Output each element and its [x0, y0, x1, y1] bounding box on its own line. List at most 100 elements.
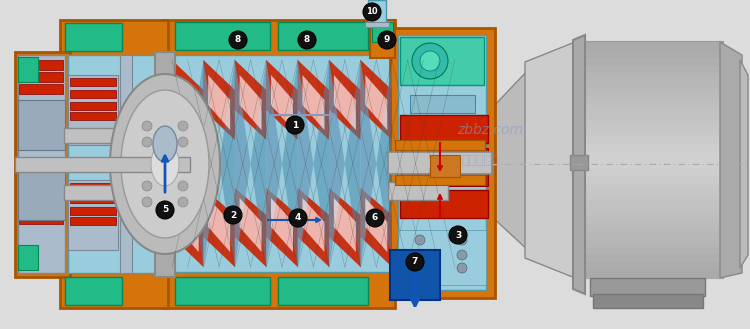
Bar — [18, 170, 65, 220]
Bar — [368, 0, 386, 25]
Circle shape — [142, 121, 152, 131]
Bar — [70, 112, 116, 120]
Circle shape — [224, 206, 242, 224]
Polygon shape — [251, 164, 266, 267]
Bar — [575, 262, 723, 271]
Circle shape — [142, 181, 152, 191]
Polygon shape — [282, 60, 298, 164]
Polygon shape — [376, 164, 392, 267]
Circle shape — [229, 31, 247, 49]
Polygon shape — [361, 188, 392, 267]
Bar — [400, 37, 484, 85]
Text: zbbz.com: zbbz.com — [457, 123, 523, 137]
Polygon shape — [329, 188, 361, 267]
Text: 7: 7 — [412, 258, 419, 266]
Circle shape — [178, 181, 188, 191]
Polygon shape — [490, 68, 530, 252]
Circle shape — [457, 250, 467, 260]
Polygon shape — [302, 198, 325, 252]
Text: 8: 8 — [235, 36, 242, 44]
Circle shape — [420, 51, 440, 71]
Polygon shape — [345, 60, 361, 164]
Text: 2: 2 — [230, 211, 236, 219]
Polygon shape — [219, 164, 235, 267]
Polygon shape — [740, 60, 748, 268]
Polygon shape — [365, 75, 387, 130]
Circle shape — [406, 253, 424, 271]
Bar — [70, 102, 116, 110]
Polygon shape — [203, 60, 235, 140]
Bar — [65, 277, 122, 305]
Bar — [18, 55, 65, 273]
Polygon shape — [188, 60, 203, 164]
Bar — [430, 155, 460, 177]
Bar — [575, 168, 723, 177]
Bar — [163, 20, 395, 308]
Bar — [70, 195, 116, 203]
Bar — [70, 217, 116, 225]
Bar — [68, 55, 163, 273]
Text: 5: 5 — [162, 206, 168, 215]
Bar — [575, 97, 723, 106]
Bar — [575, 42, 723, 51]
Circle shape — [289, 209, 307, 227]
Bar — [575, 270, 723, 279]
Circle shape — [178, 137, 188, 147]
Polygon shape — [302, 75, 325, 130]
Bar — [575, 160, 723, 169]
Circle shape — [415, 250, 425, 260]
Polygon shape — [334, 198, 356, 252]
Polygon shape — [575, 42, 723, 278]
Polygon shape — [251, 60, 266, 164]
Polygon shape — [266, 164, 282, 267]
Bar — [370, 20, 395, 58]
Bar — [19, 202, 63, 212]
Bar — [19, 190, 63, 200]
Polygon shape — [298, 164, 314, 267]
Bar — [70, 207, 116, 215]
Bar — [172, 55, 392, 272]
Circle shape — [415, 235, 425, 245]
Circle shape — [178, 121, 188, 131]
Circle shape — [178, 197, 188, 207]
Bar — [575, 254, 723, 263]
Polygon shape — [361, 60, 376, 164]
Polygon shape — [298, 60, 314, 164]
Bar — [18, 57, 38, 82]
Circle shape — [142, 197, 152, 207]
Polygon shape — [235, 60, 250, 164]
Polygon shape — [329, 60, 361, 140]
Bar — [575, 191, 723, 200]
Bar — [575, 121, 723, 130]
Polygon shape — [334, 75, 356, 130]
Circle shape — [449, 226, 467, 244]
Text: 4: 4 — [295, 214, 302, 222]
Polygon shape — [365, 198, 387, 252]
Polygon shape — [282, 164, 298, 267]
Bar — [70, 183, 116, 191]
Circle shape — [378, 31, 396, 49]
Bar — [398, 35, 486, 290]
Polygon shape — [203, 164, 219, 267]
Bar — [175, 277, 270, 305]
Polygon shape — [235, 188, 266, 267]
Bar — [18, 245, 38, 270]
Bar — [575, 246, 723, 255]
Polygon shape — [525, 42, 575, 278]
Polygon shape — [314, 164, 329, 267]
Polygon shape — [266, 60, 282, 164]
Ellipse shape — [153, 126, 177, 162]
Bar — [365, 22, 389, 27]
Text: 8: 8 — [304, 36, 310, 44]
Bar — [400, 170, 488, 186]
Polygon shape — [188, 164, 203, 267]
Bar — [410, 95, 475, 113]
Bar — [395, 175, 485, 185]
Polygon shape — [376, 60, 392, 164]
Bar — [18, 100, 65, 150]
Bar — [575, 207, 723, 216]
Bar — [575, 223, 723, 232]
Circle shape — [156, 201, 174, 219]
Bar — [400, 115, 488, 143]
Polygon shape — [329, 60, 345, 164]
